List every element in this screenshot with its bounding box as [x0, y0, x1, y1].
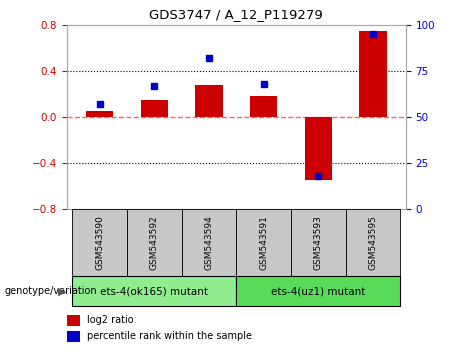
Bar	[182, 209, 236, 276]
Bar	[67, 331, 80, 342]
Text: GSM543595: GSM543595	[368, 215, 378, 270]
Bar	[236, 276, 400, 306]
Text: ets-4(ok165) mutant: ets-4(ok165) mutant	[100, 286, 208, 296]
Bar	[72, 276, 236, 306]
Bar	[305, 117, 332, 180]
Bar	[236, 209, 291, 276]
Bar	[86, 111, 113, 117]
Text: log2 ratio: log2 ratio	[87, 315, 134, 325]
Bar	[250, 96, 277, 117]
Bar	[67, 315, 80, 326]
Bar	[72, 209, 127, 276]
Text: GSM543591: GSM543591	[259, 215, 268, 270]
Text: ets-4(uz1) mutant: ets-4(uz1) mutant	[271, 286, 366, 296]
Title: GDS3747 / A_12_P119279: GDS3747 / A_12_P119279	[149, 8, 323, 21]
Text: genotype/variation: genotype/variation	[5, 286, 97, 296]
Bar	[291, 209, 346, 276]
Bar	[195, 85, 223, 117]
Bar	[127, 209, 182, 276]
Text: ▶: ▶	[58, 286, 66, 296]
Text: GSM543590: GSM543590	[95, 215, 104, 270]
Bar	[346, 209, 400, 276]
Text: GSM543593: GSM543593	[314, 215, 323, 270]
Text: percentile rank within the sample: percentile rank within the sample	[87, 331, 252, 341]
Bar	[141, 99, 168, 117]
Text: GSM543592: GSM543592	[150, 215, 159, 270]
Text: GSM543594: GSM543594	[204, 215, 213, 270]
Bar	[359, 30, 387, 117]
